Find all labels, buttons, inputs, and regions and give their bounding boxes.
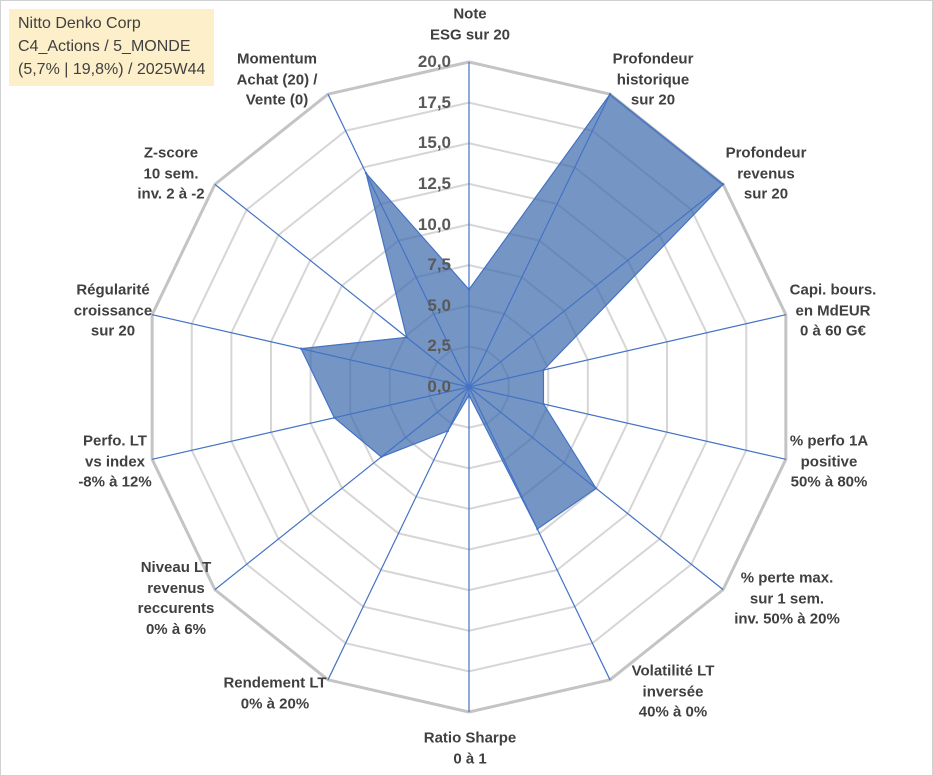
data-point (608, 92, 612, 96)
series-area (300, 93, 724, 530)
tick-label: 20,0 (417, 52, 451, 71)
data-point (467, 393, 471, 397)
data-point (467, 288, 471, 291)
info-box: Nitto Denko Corp C4_Actions / 5_MONDE (5… (9, 9, 215, 86)
axis-spoke (327, 93, 470, 388)
data-point (542, 402, 545, 406)
data-point (536, 527, 539, 531)
tick-label: 17,5 (417, 92, 451, 112)
chart-subtitle-line: (5,7% | 19,8%) / 2025W44 (18, 61, 206, 78)
axis-label-volatilite-lt: Volatilité LT inversée 40% à 0% (631, 662, 715, 721)
axis-label-momentum: Momentum Achat (20) / Vente (0) (236, 50, 318, 109)
axis-label-perte-max: % perte max. sur 1 sem. inv. 50% à 20% (734, 569, 840, 628)
axis-spoke (468, 314, 786, 388)
axis-spoke (468, 386, 611, 681)
axis-label-profondeur-revenus: Profondeur revenus sur 20 (725, 144, 807, 203)
chart-subtitle-line: C4_Actions / 5_MONDE (18, 38, 191, 55)
tick-label: 5,0 (427, 295, 451, 315)
axis-label-perfo-1a: % perfo 1A positive 50% à 80% (789, 432, 869, 491)
tick-label: 15,0 (417, 133, 451, 153)
data-point (333, 416, 336, 419)
data-points (299, 92, 725, 531)
data-point (299, 347, 303, 350)
data-point (380, 455, 383, 459)
axis-label-profondeur-historique: Profondeur historique sur 20 (612, 50, 694, 109)
axis-spoke (468, 386, 786, 460)
series-area-group (300, 93, 724, 530)
tick-label: 7,5 (427, 255, 451, 275)
tick-label: 0,0 (427, 377, 451, 396)
tick-label: 12,5 (417, 173, 451, 193)
axis-label-ratio-sharpe: Ratio Sharpe 0 à 1 (423, 729, 517, 768)
axis-label-note-esg: Note ESG sur 20 (429, 5, 511, 44)
data-point (542, 368, 545, 372)
data-point (594, 487, 598, 490)
axis-spoke (214, 386, 470, 591)
axis-spoke (468, 183, 724, 388)
axis-label-perfo-lt-vs-index: Perfo. LT vs index -8% à 12% (78, 432, 152, 491)
chart-title: Nitto Denko Corp (18, 15, 141, 32)
axis-label-niveau-lt-revenus: Niveau LT revenus reccurents 0% à 6% (137, 559, 215, 638)
axis-spoke (468, 93, 611, 388)
axis-label-regularite-croissance: Régularité croissance sur 20 (73, 281, 153, 340)
axis-label-rendement-lt: Rendement LT 0% à 20% (223, 674, 327, 713)
data-point (364, 172, 368, 175)
axis-label-z-score: Z-score 10 sem. inv. 2 à -2 (137, 144, 205, 203)
data-point (405, 336, 408, 339)
data-point (446, 429, 450, 433)
axis-label-capi-bours: Capi. bours. en MdEUR 0 à 60 G€ (789, 281, 877, 340)
axis-spoke (327, 386, 470, 681)
axis-spoke (214, 183, 470, 388)
axis-spoke (152, 314, 470, 388)
axis-spoke (152, 386, 470, 460)
data-point (721, 183, 725, 186)
tick-label: 2,5 (427, 336, 451, 356)
tick-label: 10,0 (417, 214, 451, 234)
